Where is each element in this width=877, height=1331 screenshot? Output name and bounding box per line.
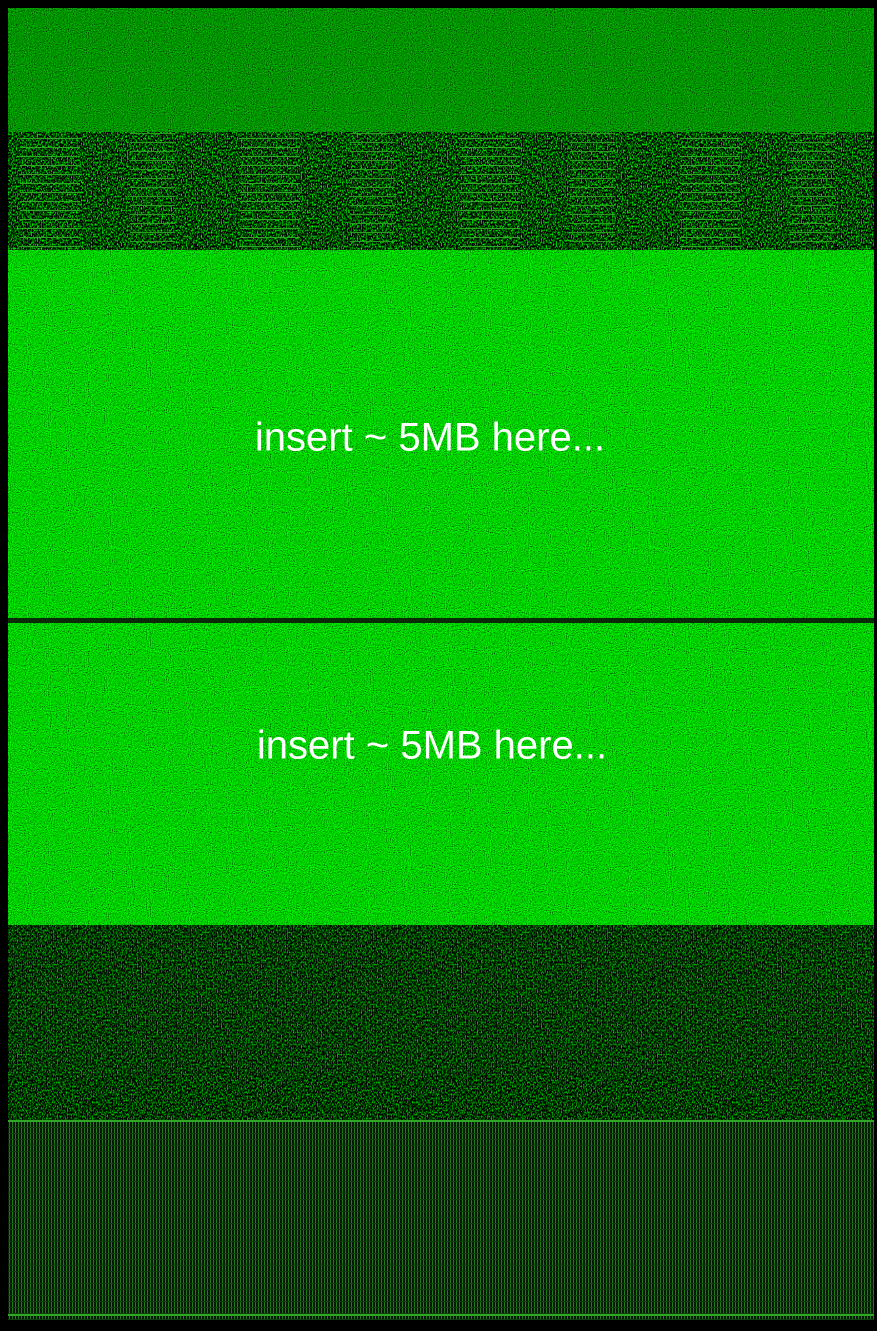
annotation: insert ~ 5MB here... (255, 416, 605, 460)
separator (8, 618, 874, 623)
data-noise-2 (8, 623, 874, 925)
header-lines (8, 132, 874, 250)
black-band-noise (8, 1075, 874, 1120)
grid-band (8, 1120, 874, 1320)
data-noise-1 (8, 250, 874, 618)
noise-top (8, 8, 874, 132)
grid-top-line (8, 1120, 874, 1122)
annotation: insert ~ 5MB here... (257, 724, 607, 768)
grid-bottom-line (8, 1314, 874, 1316)
structured-noise (8, 925, 874, 1075)
